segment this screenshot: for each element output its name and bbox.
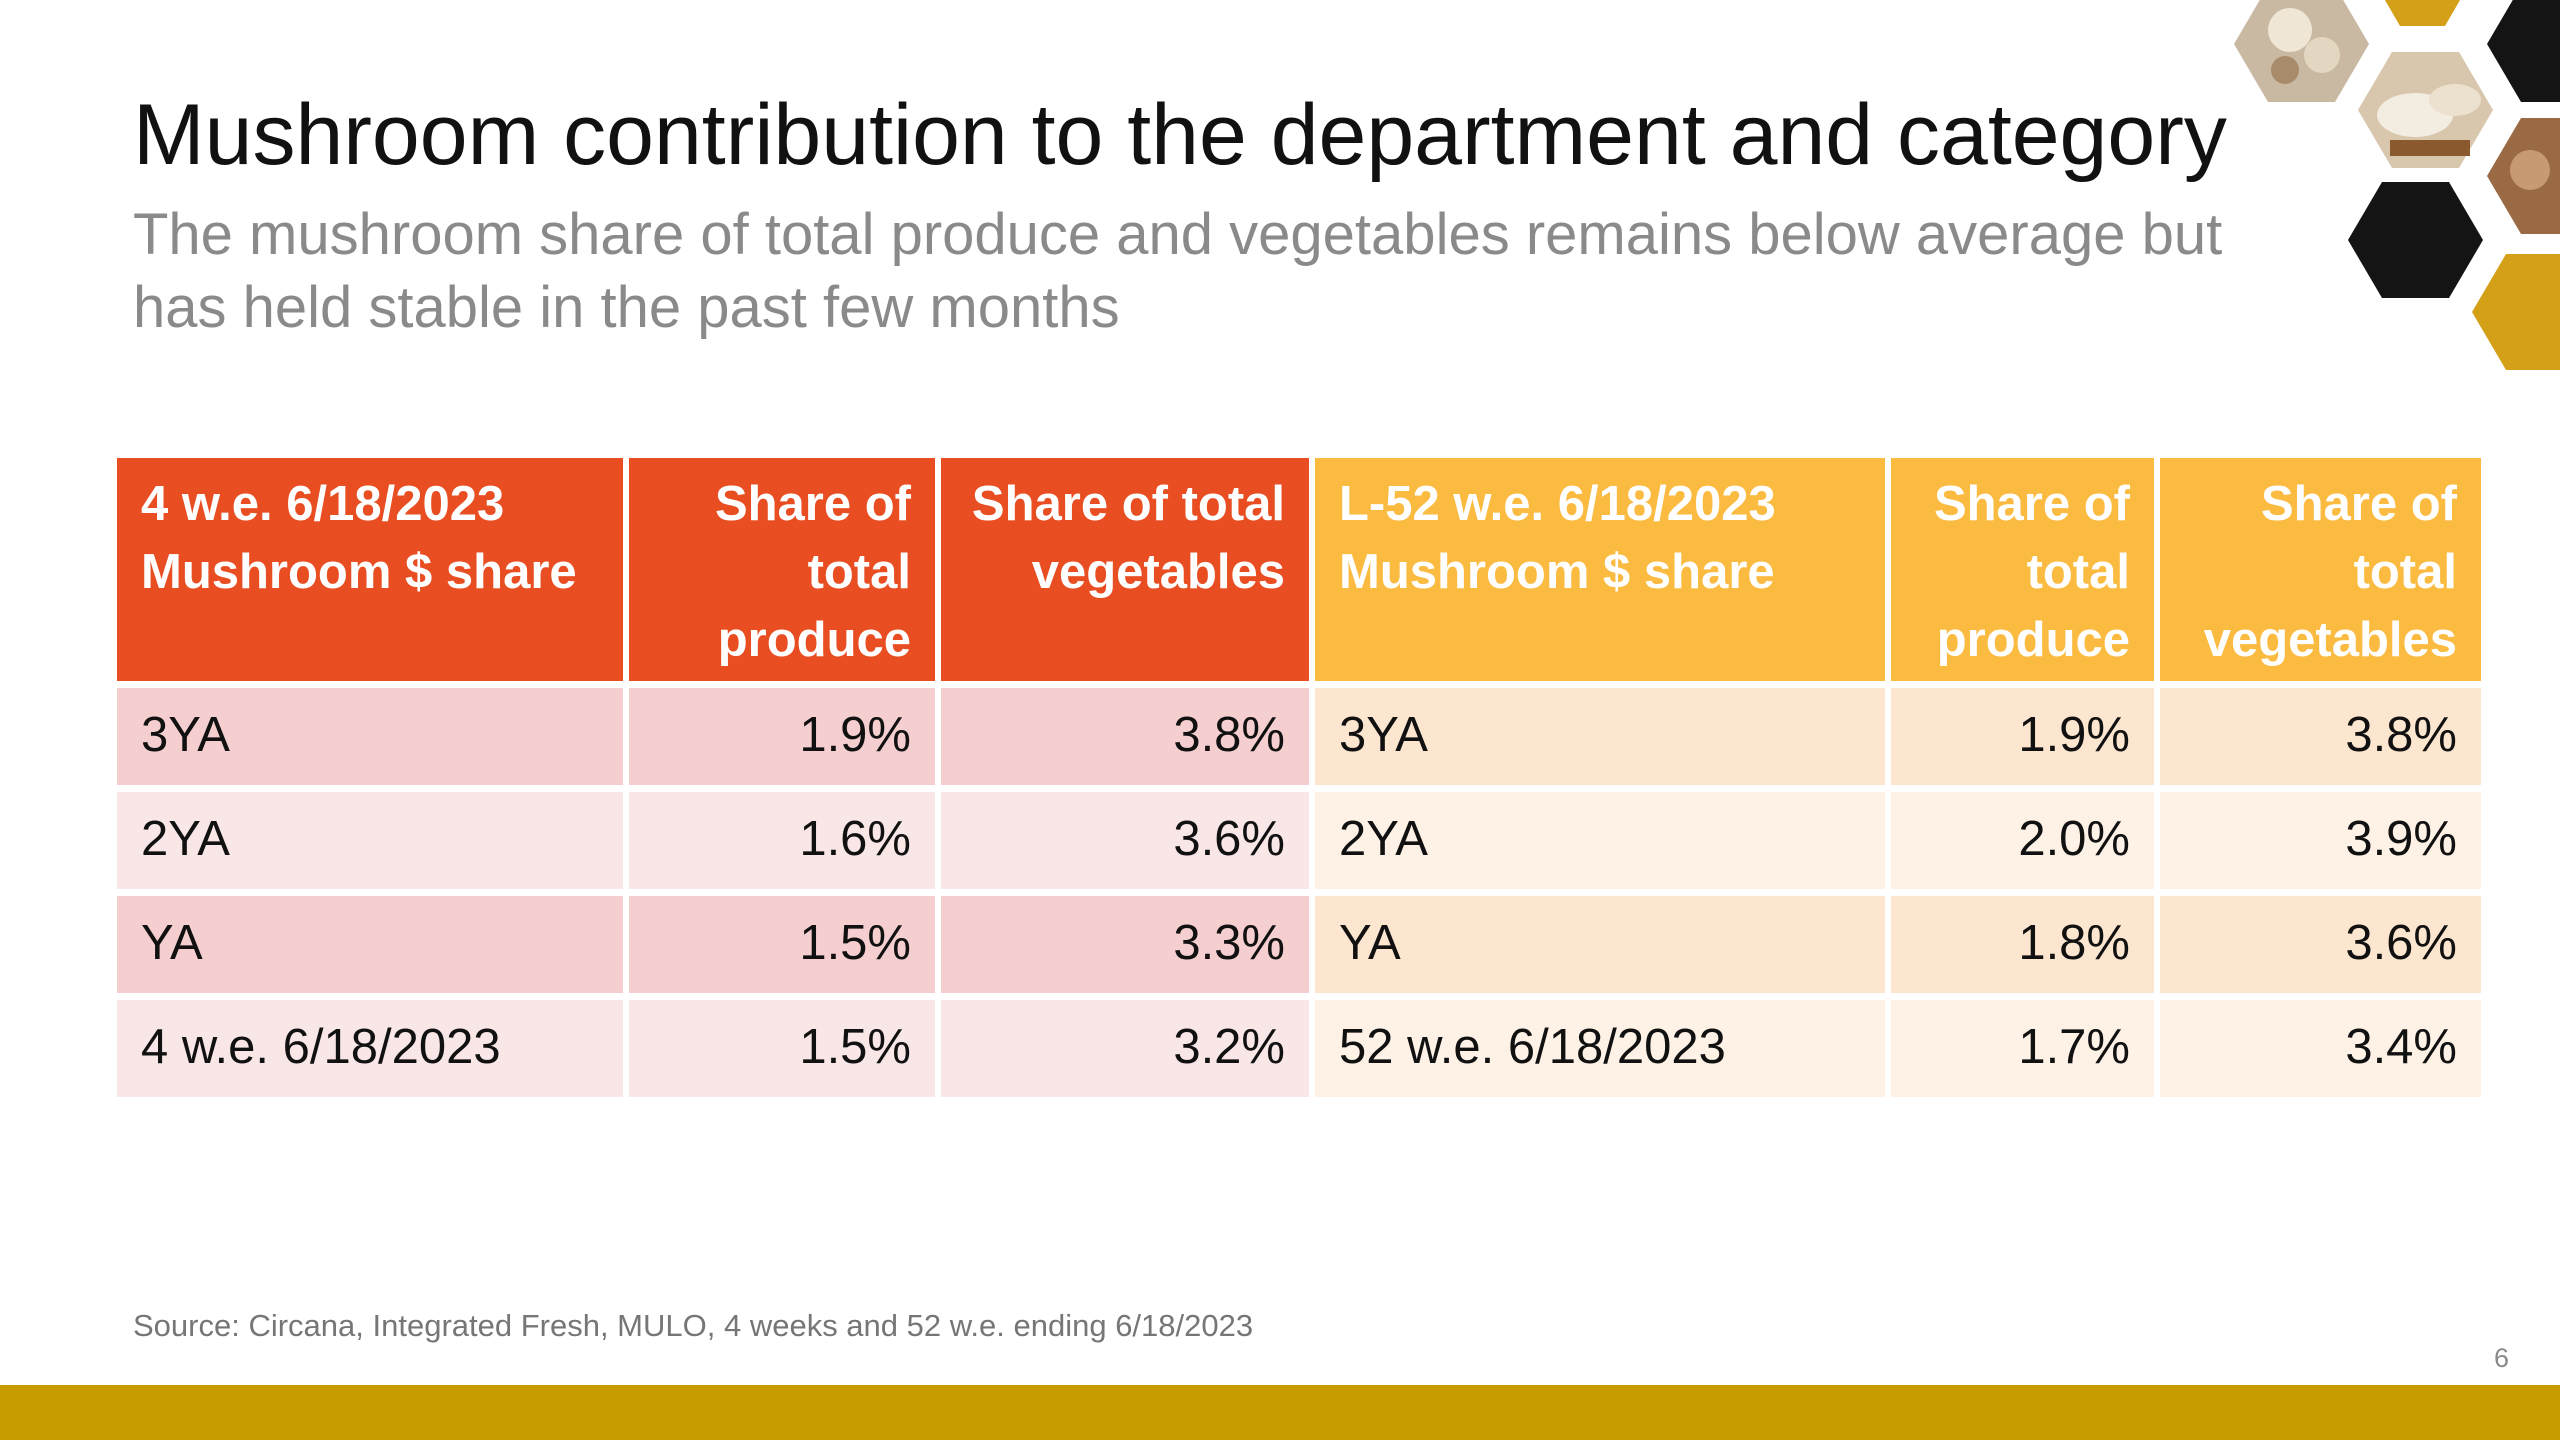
table-row: 3YA 1.9% 3.8% 3YA 1.9% 3.8% [117,688,2481,785]
row-period-52we: 3YA [1315,688,1885,785]
hex-black-1 [2487,0,2560,102]
header-52we-mushroom-share: L-52 w.e. 6/18/2023 Mushroom $ share [1315,458,1885,681]
row-period-52we: 52 w.e. 6/18/2023 [1315,1000,1885,1097]
cell-52we-vegetables-share: 3.9% [2160,792,2481,889]
table-row: 2YA 1.6% 3.6% 2YA 2.0% 3.9% [117,792,2481,889]
hex-mushroom-photo-1 [2234,0,2369,102]
hex-gold-2 [2472,254,2560,370]
cell-52we-produce-share: 1.8% [1891,896,2154,993]
cell-4we-vegetables-share: 3.8% [941,688,1309,785]
cell-4we-vegetables-share: 3.2% [941,1000,1309,1097]
header-52we-share-total-produce: Share of total produce [1891,458,2154,681]
table-row: 4 w.e. 6/18/2023 1.5% 3.2% 52 w.e. 6/18/… [117,1000,2481,1097]
cell-4we-produce-share: 1.9% [629,688,935,785]
cell-4we-produce-share: 1.5% [629,1000,935,1097]
header-4we-share-total-produce: Share of total produce [629,458,935,681]
row-period-4we: YA [117,896,623,993]
mushroom-honeycomb-image [2234,0,2560,370]
row-period-4we: 3YA [117,688,623,785]
cell-52we-vegetables-share: 3.8% [2160,688,2481,785]
source-note: Source: Circana, Integrated Fresh, MULO,… [133,1308,1254,1343]
table-header-row: 4 w.e. 6/18/2023 Mushroom $ share Share … [117,458,2481,681]
table-row: YA 1.5% 3.3% YA 1.8% 3.6% [117,896,2481,993]
slide-subtitle: The mushroom share of total produce and … [133,202,2223,340]
row-period-52we: 2YA [1315,792,1885,889]
header-4we-share-total-vegetables: Share of total vegetables [941,458,1309,681]
slide-title: Mushroom contribution to the department … [133,87,2227,183]
page-number: 6 [2494,1343,2510,1373]
cell-4we-vegetables-share: 3.6% [941,792,1309,889]
hex-gold-1 [2384,0,2461,26]
row-period-4we: 4 w.e. 6/18/2023 [117,1000,623,1097]
row-period-4we: 2YA [117,792,623,889]
header-52we-share-total-vegetables: Share of total vegetables [2160,458,2481,681]
cell-52we-produce-share: 1.7% [1891,1000,2154,1097]
cell-4we-vegetables-share: 3.3% [941,896,1309,993]
cell-52we-vegetables-share: 3.4% [2160,1000,2481,1097]
cell-52we-vegetables-share: 3.6% [2160,896,2481,993]
mushroom-share-table: 4 w.e. 6/18/2023 Mushroom $ share Share … [111,451,2487,1104]
bottom-accent-bar [0,1385,2560,1440]
header-4we-mushroom-share: 4 w.e. 6/18/2023 Mushroom $ share [117,458,623,681]
hex-black-2 [2348,182,2483,298]
row-period-52we: YA [1315,896,1885,993]
cell-4we-produce-share: 1.6% [629,792,935,889]
cell-52we-produce-share: 2.0% [1891,792,2154,889]
cell-52we-produce-share: 1.9% [1891,688,2154,785]
cell-4we-produce-share: 1.5% [629,896,935,993]
